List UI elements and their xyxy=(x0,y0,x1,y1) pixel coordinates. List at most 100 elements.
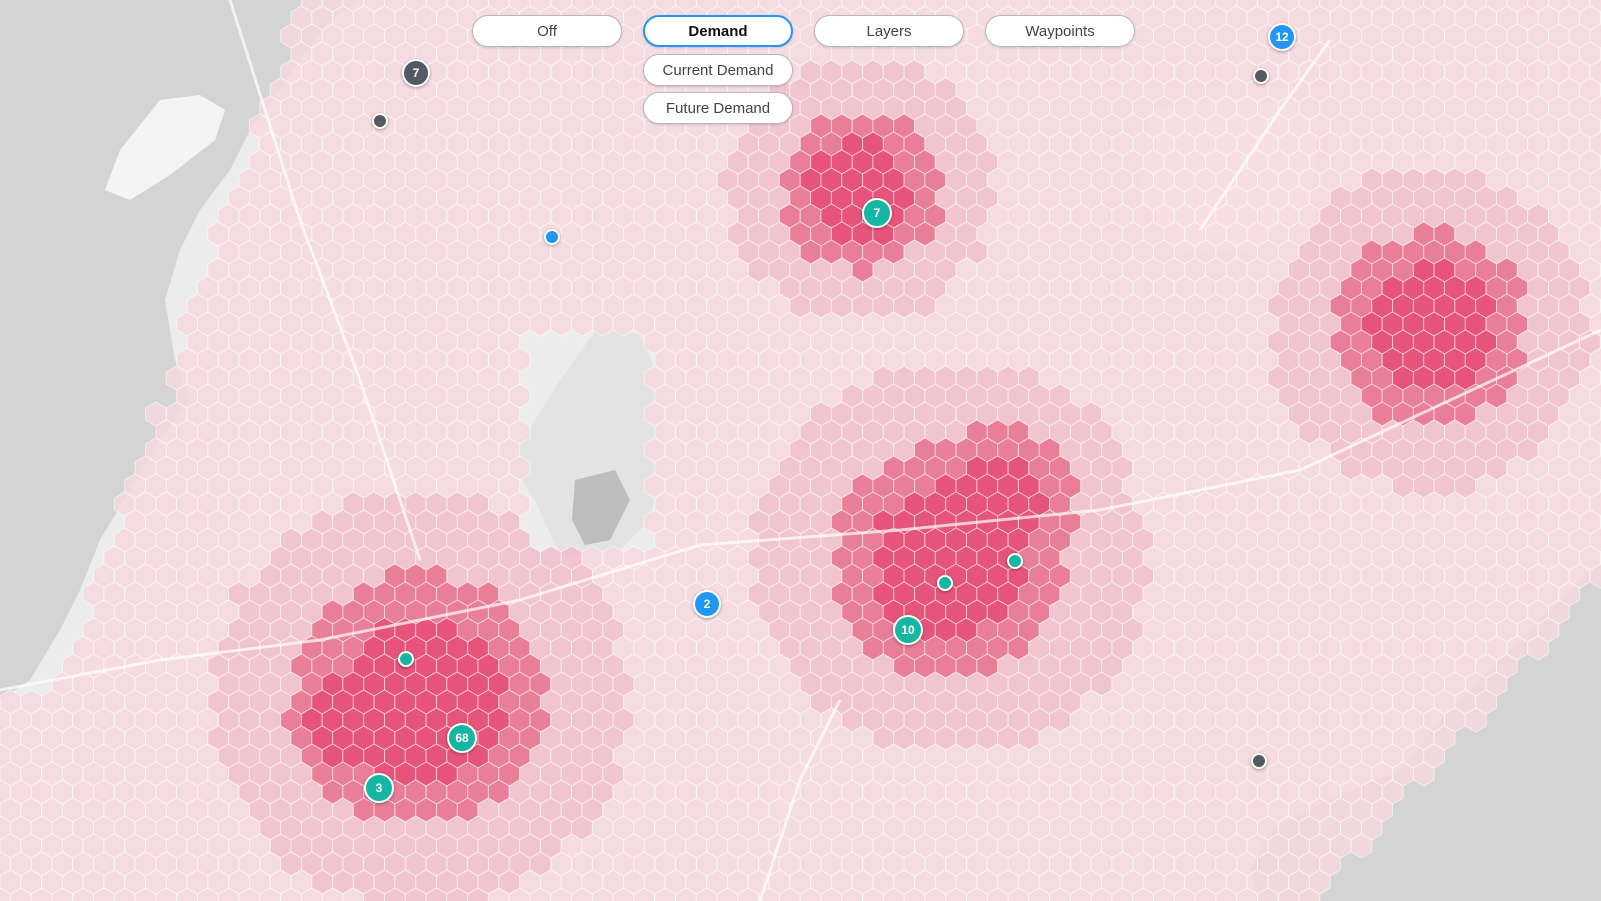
demand-hex xyxy=(487,887,510,901)
demand-hex xyxy=(404,887,427,901)
layers-label: Layers xyxy=(866,22,912,40)
road xyxy=(0,598,521,692)
waypoint-marker-teal[interactable] xyxy=(1007,553,1023,569)
demand-hex xyxy=(799,887,822,901)
demand-hex xyxy=(986,887,1009,901)
cluster-marker-12[interactable]: 12 xyxy=(1268,23,1296,51)
waypoint-marker-blue[interactable] xyxy=(544,229,560,245)
demand-hex xyxy=(1153,887,1175,901)
demand-hex xyxy=(1298,887,1321,901)
cluster-count: 68 xyxy=(455,731,469,745)
park-lake xyxy=(572,470,630,545)
cluster-count: 2 xyxy=(703,597,711,611)
demand-hex xyxy=(30,887,53,901)
cluster-marker-3[interactable]: 3 xyxy=(364,773,394,803)
demand-hex xyxy=(695,887,718,901)
demand-hex xyxy=(1069,887,1092,901)
demand-hex xyxy=(176,887,198,901)
demand-hex xyxy=(363,887,385,901)
cluster-count: 3 xyxy=(375,781,383,795)
demand-hex xyxy=(72,887,94,901)
demand-hex xyxy=(1090,887,1113,901)
demand-hex xyxy=(1350,833,1373,859)
road xyxy=(228,0,422,561)
island xyxy=(105,95,225,200)
demand-hex xyxy=(841,887,864,901)
demand-hex xyxy=(1173,887,1196,901)
demand-hex xyxy=(342,887,365,901)
off-button[interactable]: Off xyxy=(472,15,622,47)
demand-hex xyxy=(716,887,739,901)
waypoint-marker-grey[interactable] xyxy=(372,113,388,129)
water-west xyxy=(0,0,360,700)
demand-hex xyxy=(280,887,302,901)
demand-hex xyxy=(1111,887,1134,901)
waypoint-marker-teal[interactable] xyxy=(937,575,953,591)
demand-hex xyxy=(113,887,136,901)
waypoint-marker-grey[interactable] xyxy=(1251,753,1267,769)
demand-hex xyxy=(612,887,635,901)
demand-hex xyxy=(1257,887,1279,901)
waypoints-label: Waypoints xyxy=(1025,22,1095,40)
demand-hex xyxy=(1589,563,1601,589)
demand-hex xyxy=(571,887,593,901)
demand-hex xyxy=(1277,887,1300,901)
demand-hex xyxy=(1215,887,1238,901)
demand-hex xyxy=(134,887,157,901)
road xyxy=(1198,39,1332,231)
cluster-marker-10[interactable]: 10 xyxy=(893,615,923,645)
demand-hex xyxy=(425,887,448,901)
demand-label: Demand xyxy=(688,22,748,40)
demand-hex xyxy=(654,887,676,901)
demand-hex xyxy=(446,887,469,901)
demand-hex xyxy=(903,887,926,901)
demand-hex xyxy=(238,887,261,901)
demand-hex xyxy=(1527,635,1549,661)
demand-hex xyxy=(1236,887,1258,901)
demand-hex xyxy=(862,887,884,901)
demand-hex xyxy=(1049,887,1071,901)
demand-hex xyxy=(550,887,573,901)
waypoints-button[interactable]: Waypoints xyxy=(985,15,1135,47)
cluster-marker-68[interactable]: 68 xyxy=(447,723,477,753)
demand-hex xyxy=(1132,887,1154,901)
road xyxy=(519,328,1601,602)
demand-hex xyxy=(633,887,656,901)
demand-hex xyxy=(924,887,947,901)
demand-hex xyxy=(197,887,219,901)
cluster-marker-2[interactable]: 2 xyxy=(693,590,721,618)
demand-hex xyxy=(591,887,614,901)
demand-hex xyxy=(820,887,843,901)
demand-hex xyxy=(300,887,323,901)
demand-hex xyxy=(1412,761,1435,787)
demand-hex xyxy=(155,887,178,901)
waypoint-marker-teal[interactable] xyxy=(398,651,414,667)
demand-hex xyxy=(217,887,240,901)
demand-button[interactable]: Demand xyxy=(643,15,793,47)
demand-hex xyxy=(529,887,552,901)
demand-hex xyxy=(966,887,988,901)
cluster-count: 12 xyxy=(1275,30,1289,44)
demand-hex xyxy=(1007,887,1030,901)
cluster-count: 7 xyxy=(412,66,420,80)
demand-hex xyxy=(384,887,406,901)
waypoint-marker-grey[interactable] xyxy=(1253,68,1269,84)
demand-hex xyxy=(1464,707,1487,733)
demand-hex xyxy=(945,887,967,901)
demand-hex xyxy=(0,887,11,901)
cluster-marker-7-grey[interactable]: 7 xyxy=(402,59,430,87)
cluster-count: 7 xyxy=(873,206,881,220)
demand-hex xyxy=(778,887,801,901)
cluster-marker-7[interactable]: 7 xyxy=(862,198,892,228)
cluster-count: 10 xyxy=(901,623,915,637)
demand-hex xyxy=(321,887,344,901)
off-label: Off xyxy=(537,22,557,40)
demand-hex xyxy=(675,887,697,901)
road xyxy=(758,699,842,901)
layers-button[interactable]: Layers xyxy=(814,15,964,47)
demand-hex xyxy=(51,887,74,901)
demand-hex xyxy=(467,887,489,901)
